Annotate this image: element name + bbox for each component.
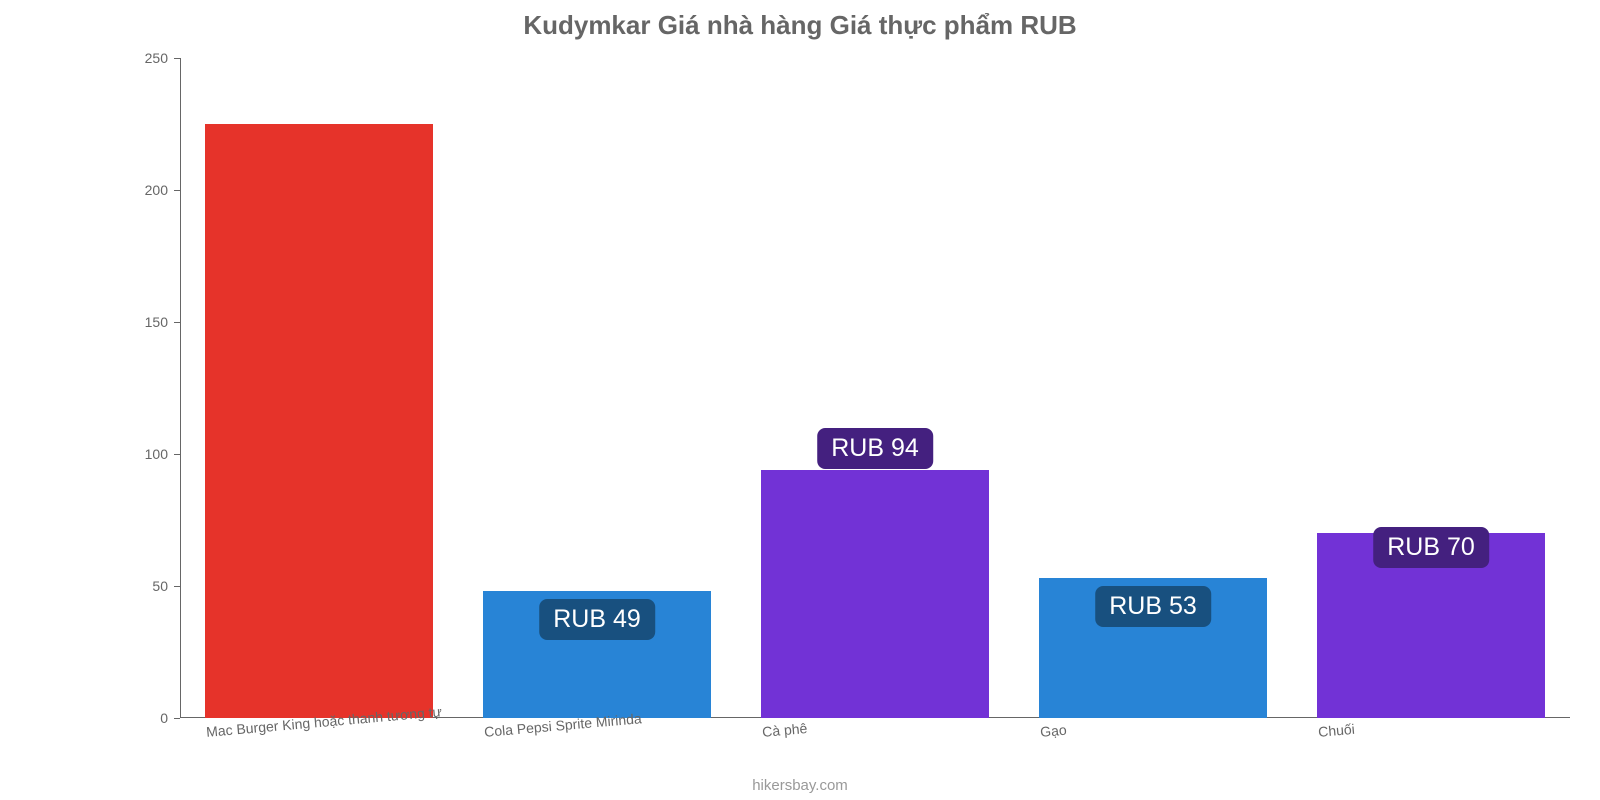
y-axis xyxy=(180,58,181,718)
chart-title: Kudymkar Giá nhà hàng Giá thực phẩm RUB xyxy=(0,10,1600,41)
plot-area: 050100150200250RUB 230Mac Burger King ho… xyxy=(180,58,1570,718)
x-tick-label: Gạo xyxy=(1040,722,1068,740)
x-tick-label: Cà phê xyxy=(762,720,808,740)
value-badge: RUB 53 xyxy=(1095,586,1211,627)
bar-chart: Kudymkar Giá nhà hàng Giá thực phẩm RUB … xyxy=(0,0,1600,800)
chart-footer: hikersbay.com xyxy=(0,777,1600,794)
bar xyxy=(761,470,989,718)
bar xyxy=(205,124,433,718)
value-badge: RUB 49 xyxy=(539,599,655,640)
y-tick-label: 250 xyxy=(145,50,180,66)
value-badge: RUB 70 xyxy=(1373,527,1489,568)
x-tick-label: Chuối xyxy=(1318,721,1356,740)
y-tick-label: 200 xyxy=(145,182,180,198)
y-tick-label: 50 xyxy=(152,578,180,594)
y-tick-label: 100 xyxy=(145,446,180,462)
y-tick-label: 0 xyxy=(160,710,180,726)
y-tick-label: 150 xyxy=(145,314,180,330)
value-badge: RUB 94 xyxy=(817,428,933,469)
